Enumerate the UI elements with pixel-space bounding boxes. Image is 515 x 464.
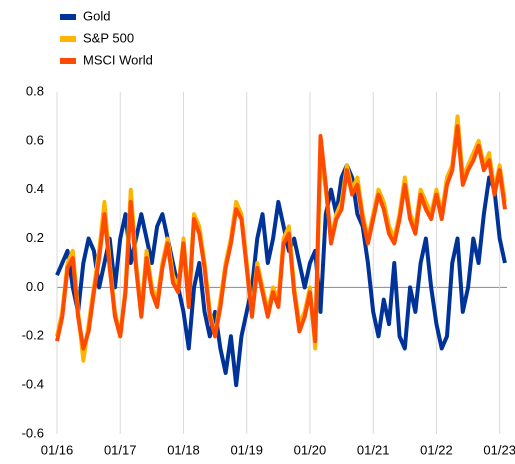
x-tick-label: 01/17 <box>104 442 137 457</box>
x-tick-label: 01/20 <box>294 442 327 457</box>
legend-swatch <box>60 36 76 42</box>
legend-label: Gold <box>83 8 110 23</box>
y-tick-label: 0.2 <box>26 230 44 245</box>
y-tick-label: -0.6 <box>22 425 44 440</box>
y-tick-label: 0.4 <box>26 181 44 196</box>
legend-swatch <box>60 14 76 20</box>
series-line <box>55 163 507 388</box>
x-tick-label: 01/18 <box>167 442 200 457</box>
series-line <box>55 124 507 351</box>
x-tick-label: 01/19 <box>230 442 263 457</box>
x-tick-label: 01/23 <box>483 442 515 457</box>
y-tick-label: -0.2 <box>22 328 44 343</box>
x-tick-label: 01/22 <box>420 442 453 457</box>
x-tick-label: 01/16 <box>41 442 74 457</box>
y-tick-label: 0.0 <box>26 279 44 294</box>
legend-swatch <box>60 58 76 64</box>
legend-label: S&P 500 <box>83 30 134 45</box>
y-tick-label: 0.8 <box>26 83 44 98</box>
y-tick-label: 0.6 <box>26 132 44 147</box>
x-tick-label: 01/21 <box>357 442 390 457</box>
legend-label: MSCI World <box>83 52 153 67</box>
y-tick-label: -0.4 <box>22 377 44 392</box>
